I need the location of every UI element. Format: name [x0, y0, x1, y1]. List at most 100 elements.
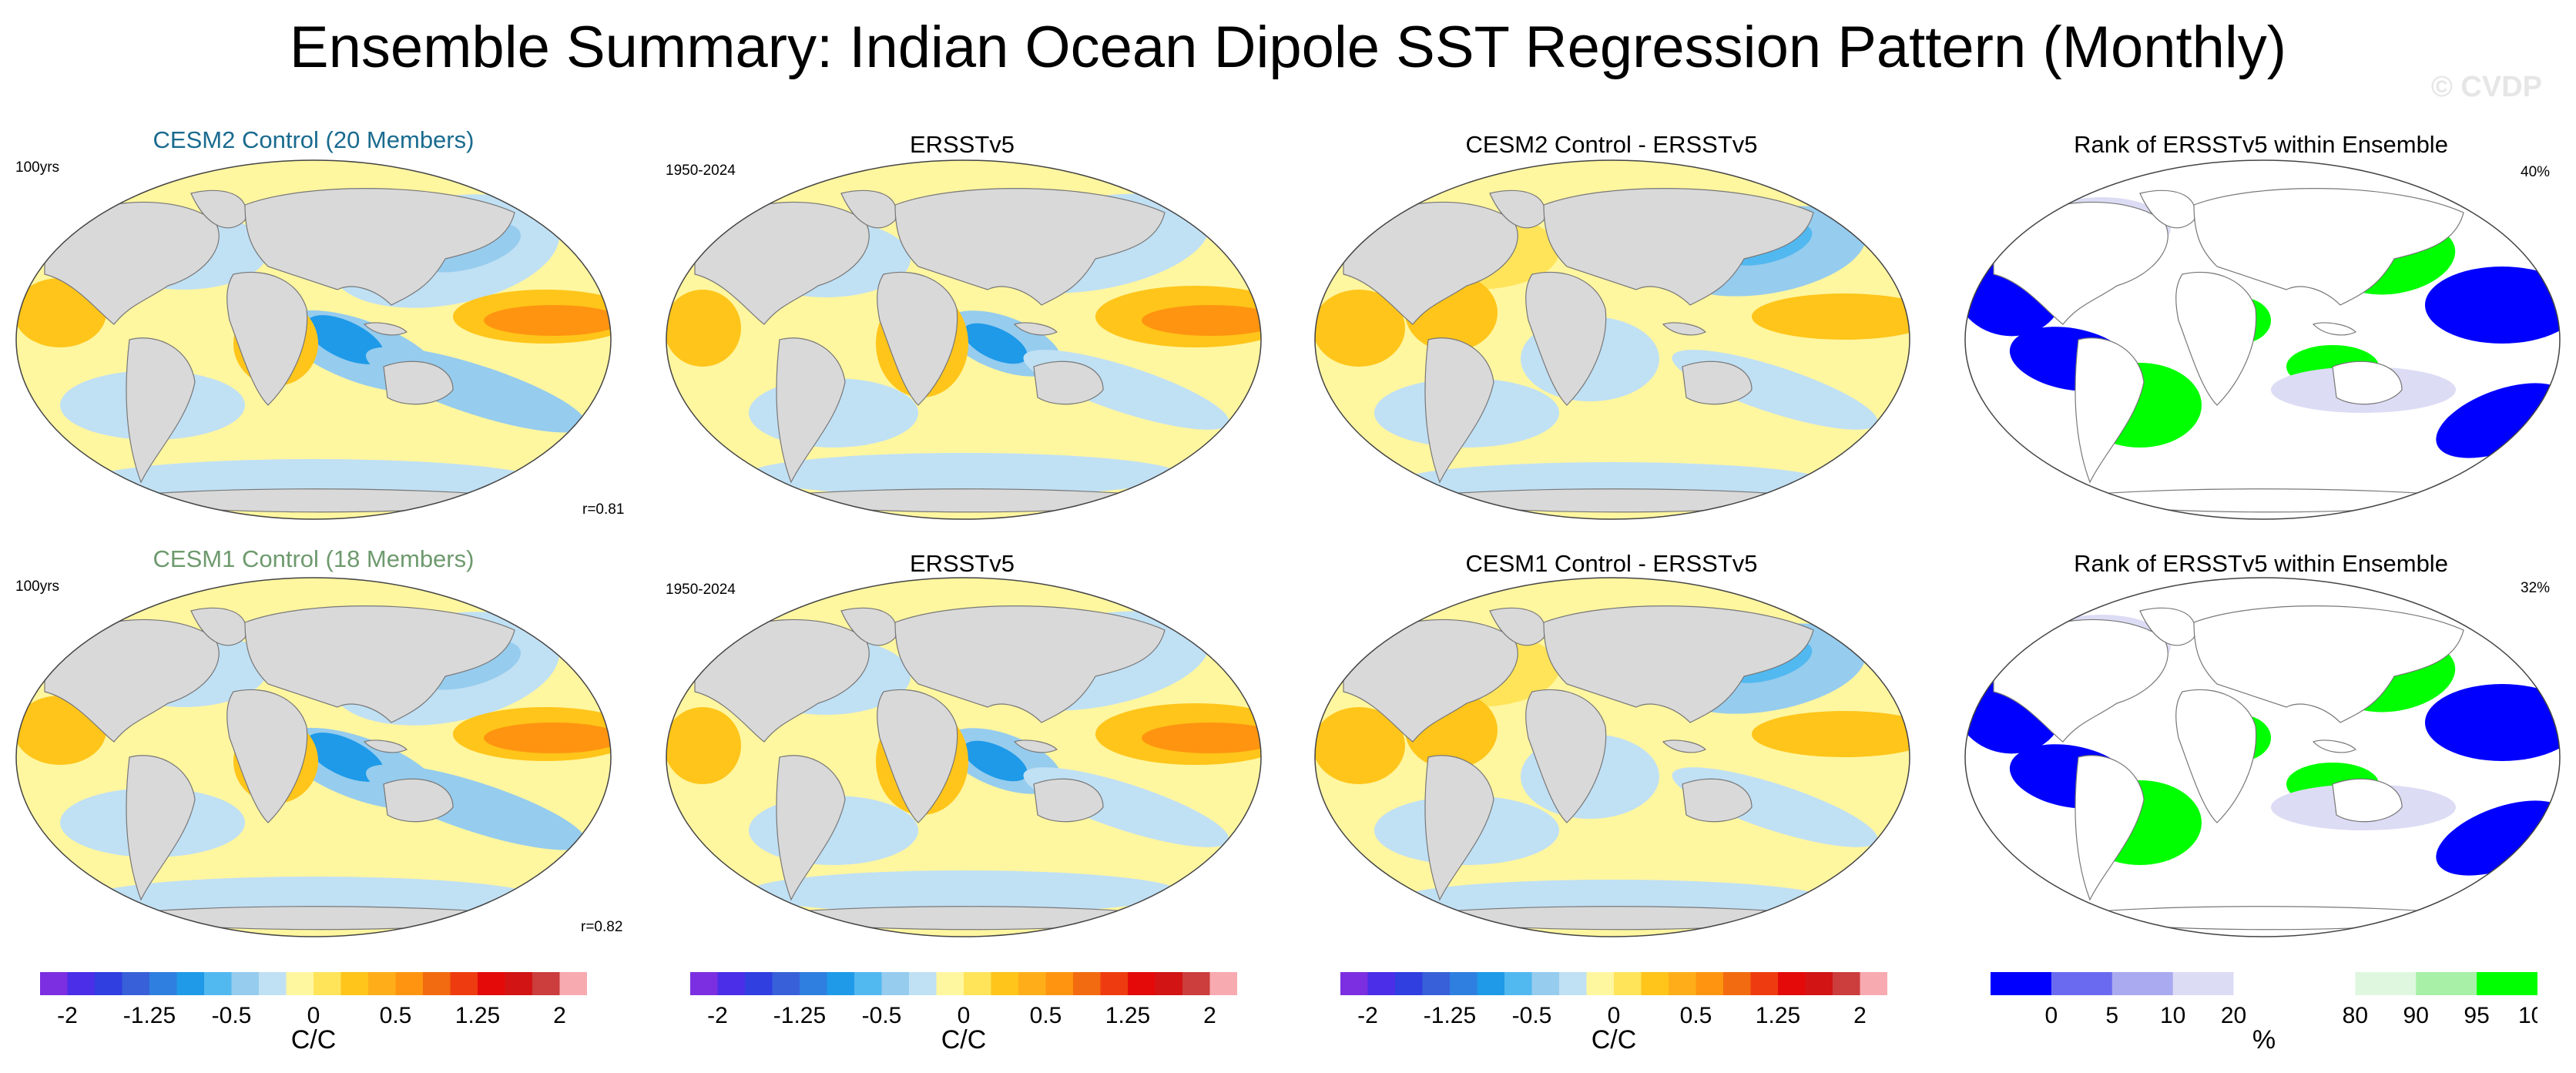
ocean-anomaly-maritime-continent [306, 733, 384, 782]
colorbar-tick-label: 95 [2464, 1003, 2489, 1028]
land-greenland [2139, 607, 2196, 646]
land-north-america [1343, 619, 1518, 743]
land-australia [383, 778, 454, 823]
land-north-america [1993, 619, 2168, 743]
colorbar-tick-label: 0.5 [1030, 1003, 1062, 1028]
colorbar-swatch [1723, 972, 1751, 995]
land-south-america [2075, 337, 2145, 484]
colorbar-unit: C/C [941, 1025, 987, 1055]
colorbar-swatch [936, 972, 964, 995]
colorbar-swatch [1450, 972, 1478, 995]
colorbar-swatch [2294, 972, 2356, 995]
colorbar-tick-label: -2 [57, 1003, 78, 1028]
land-antarctica [756, 488, 1175, 513]
panel-title-rank: Rank of ERSSTv5 within Ensemble [2074, 131, 2448, 158]
land-africa [2175, 271, 2257, 406]
land-maritime-continent [1662, 322, 1707, 336]
ocean-anomaly-maritime-continent [306, 315, 384, 364]
colorbar-swatch [314, 972, 341, 995]
land-australia [1682, 778, 1753, 823]
colorbar-tick-label: 2 [1203, 1003, 1216, 1028]
map-field [1315, 160, 1910, 519]
land-antarctica [756, 906, 1175, 930]
colorbar-swatch [745, 972, 773, 995]
colorbar-swatch [991, 972, 1019, 995]
colorbar-swatch [286, 972, 314, 995]
land-maritime-continent [363, 739, 408, 753]
colorbar-swatch [1209, 972, 1237, 995]
map-field [1965, 578, 2560, 937]
colorbar-tick-label: 1.25 [1756, 1003, 1800, 1028]
ocean-anomaly-east-tropical-pacific-west [1315, 290, 1405, 367]
colorbar-swatch [1073, 972, 1101, 995]
ocean-anomaly-east-tropical-pacific-west [666, 290, 741, 367]
colorbar-swatch [532, 972, 560, 995]
colorbar-sst-3: -2 -1.25 -0.5 0 0.5 1.25 2 [1340, 972, 1887, 1028]
land-antarctica [2054, 906, 2474, 930]
land-greenland [1489, 607, 1546, 646]
land-greenland [2139, 189, 2196, 229]
colorbar-swatch [1669, 972, 1696, 995]
colorbar-swatch [395, 972, 424, 995]
colorbar-swatch [1805, 972, 1833, 995]
colorbar-swatch [1018, 972, 1046, 995]
colorbar-swatch [1750, 972, 1779, 995]
colorbar-tick-label: 10 [2160, 1003, 2185, 1028]
map-cesm1-regression [15, 577, 612, 937]
panel-title-rank: Rank of ERSSTv5 within Ensemble [2074, 550, 2448, 577]
colorbar-sst-1: -2 -1.25 -0.5 0 0.5 1.25 2 [40, 972, 587, 1028]
colorbar-swatch [690, 972, 718, 995]
land-eurasia [2193, 605, 2464, 723]
colorbar-swatch [1128, 972, 1156, 995]
colorbar-tick-label: 0 [307, 1003, 320, 1028]
colorbar-swatch [478, 972, 505, 995]
panel-title-diff: CESM2 Control - ERSSTv5 [1465, 131, 1758, 158]
ocean-anomaly-maritime-continent [963, 740, 1028, 782]
map-outline [15, 159, 612, 520]
map-cesm2-minus-obs [1314, 159, 1910, 520]
cvdp-watermark: © CVDP [2430, 71, 2542, 103]
land-maritime-continent [2312, 739, 2357, 753]
colorbar-swatch [1100, 972, 1129, 995]
map-outline [666, 159, 1262, 520]
colorbar-swatch [1182, 972, 1210, 995]
map-outline [15, 577, 612, 937]
colorbar-swatch [2172, 972, 2235, 995]
colorbar-swatch [964, 972, 991, 995]
colorbar-tick-label: -1.25 [773, 1003, 826, 1028]
rank-region-south-blue [2436, 383, 2560, 458]
land-australia [383, 360, 454, 405]
map-field [666, 160, 1261, 519]
colorbar-tick-label: 20 [2221, 1003, 2246, 1028]
land-south-america [776, 337, 846, 484]
colorbar-swatch [1504, 972, 1532, 995]
panel-note-rank-percent: 32% [2521, 580, 2551, 596]
map-outline [1964, 159, 2561, 520]
colorbar-tick-label: -2 [707, 1003, 728, 1028]
colorbar-swatch [1833, 972, 1860, 995]
colorbar-swatch [1045, 972, 1074, 995]
land-greenland [190, 189, 247, 229]
panel-note-period: 1950-2024 [666, 163, 736, 179]
ocean-anomaly-equatorial-pacific [484, 305, 611, 336]
colorbar-tick-label: 90 [2403, 1003, 2429, 1028]
land-antarctica [106, 488, 525, 513]
map-field [1965, 160, 2560, 519]
land-maritime-continent [2312, 322, 2357, 336]
land-australia [2332, 778, 2403, 823]
colorbar-tick-label: 100 [2518, 1003, 2537, 1028]
colorbar-swatch [2111, 972, 2174, 995]
colorbar-swatch [2355, 972, 2417, 995]
colorbar-tick-label: -0.5 [862, 1003, 902, 1028]
land-antarctica [1404, 906, 1823, 930]
colorbar-tick-label: 2 [553, 1003, 566, 1028]
land-maritime-continent [363, 322, 408, 336]
colorbar-tick-label: 1.25 [1105, 1003, 1150, 1028]
colorbar-tick-label: 0 [958, 1003, 971, 1028]
land-south-america [126, 755, 196, 901]
land-australia [2332, 360, 2403, 405]
ocean-anomaly-east-tropical-pacific-west [1315, 707, 1405, 784]
colorbar-tick-label: 80 [2343, 1003, 2368, 1028]
land-greenland [840, 607, 897, 646]
colorbar-swatch [2416, 972, 2477, 995]
